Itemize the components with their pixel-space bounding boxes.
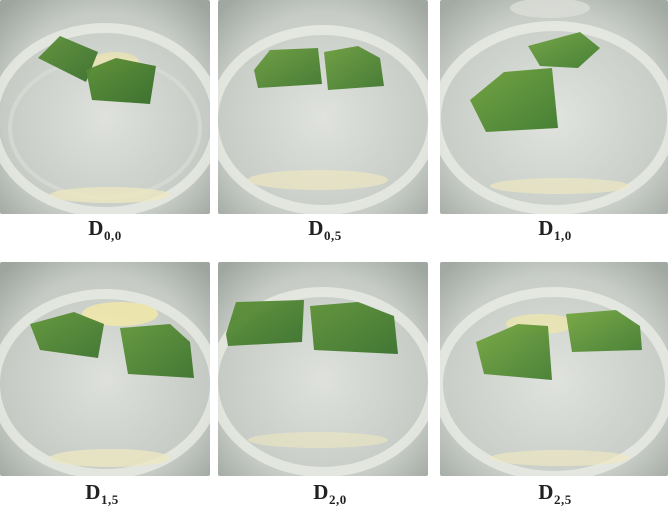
label-subscript: 0,0: [103, 228, 122, 243]
leaf-explant-photo: [0, 0, 210, 214]
label-base: D: [88, 216, 104, 240]
label-subscript: 2,5: [553, 492, 572, 507]
label-subscript: 2,0: [328, 492, 347, 507]
label-base: D: [313, 480, 329, 504]
label-subscript: 1,5: [100, 492, 119, 507]
label-base: D: [85, 480, 101, 504]
leaf-explant-photo: [218, 262, 428, 476]
panel-label: D0,0: [65, 213, 145, 243]
panel-d1-5: [0, 262, 210, 476]
leaf-explant-photo: [0, 262, 210, 476]
leaf-explant-photo: [218, 0, 428, 214]
leaf-explant-photo: [440, 262, 668, 476]
panel-d0-5: [218, 0, 428, 214]
label-subscript: 1,0: [553, 228, 572, 243]
panel-d0-0: [0, 0, 210, 214]
panel-d2-0: [218, 262, 428, 476]
panel-d1-0: [440, 0, 668, 214]
label-subscript: 0,5: [323, 228, 342, 243]
panel-label: D1,0: [515, 213, 595, 243]
panel-label: D0,5: [285, 213, 365, 243]
panel-d2-5: [440, 262, 668, 476]
label-base: D: [538, 216, 554, 240]
leaf-explant-photo: [440, 0, 668, 214]
label-base: D: [538, 480, 554, 504]
label-base: D: [308, 216, 324, 240]
